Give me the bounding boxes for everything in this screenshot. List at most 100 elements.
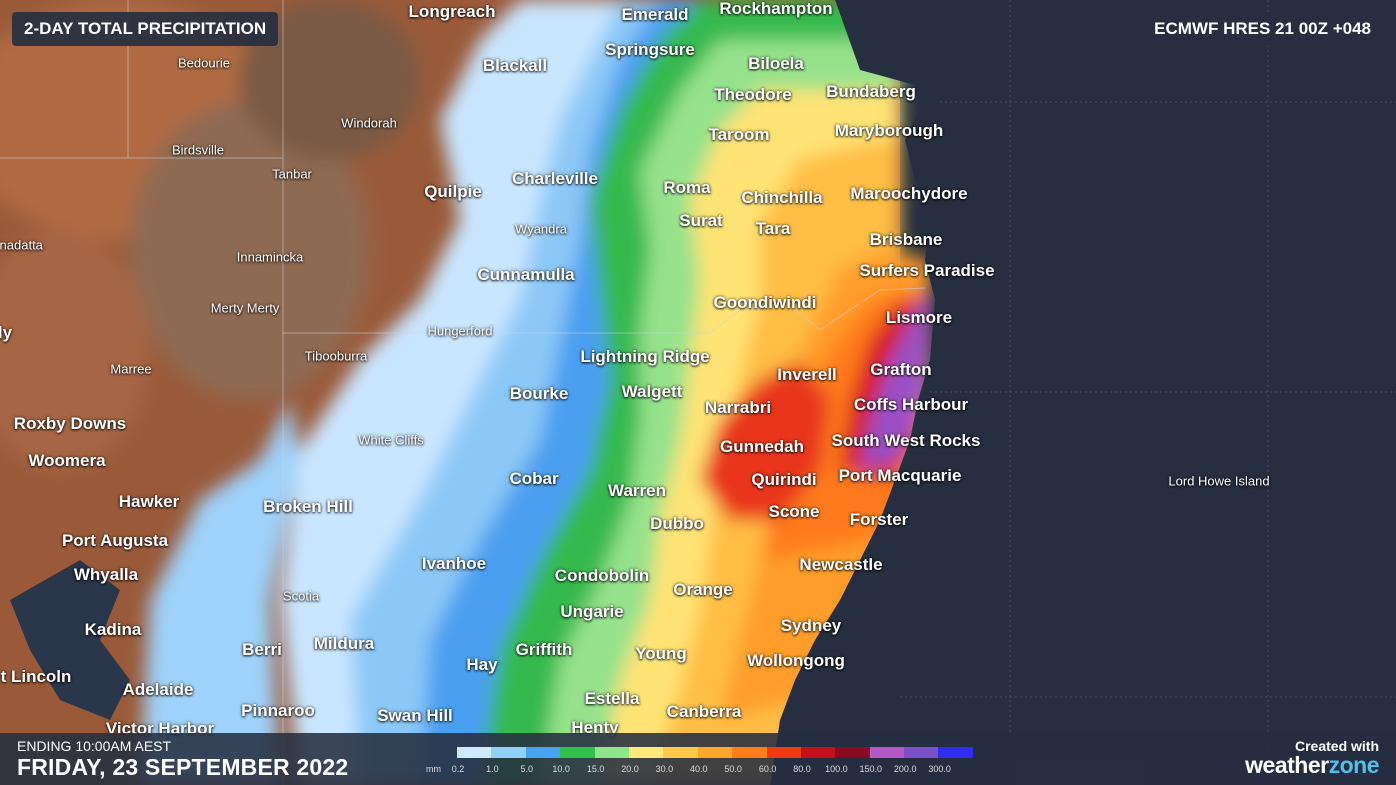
place-label-wollongong: Wollongong	[747, 651, 845, 670]
legend-tick-1: 1.0	[486, 764, 499, 774]
place-label-coffsharbour: Coffs Harbour	[853, 395, 969, 414]
legend-swatch-5	[628, 747, 664, 758]
place-label-henty: Henty	[571, 718, 619, 737]
weatherzone-logo: weatherzone	[1245, 752, 1379, 778]
place-label-southwestrocks: South West Rocks	[831, 431, 981, 450]
place-label-whitecliffs: White Cliffs	[358, 432, 424, 448]
map-title: 2-DAY TOTAL PRECIPITATION	[12, 12, 279, 46]
place-label-blackall: Blackall	[482, 56, 548, 75]
place-label-tara: Tara	[755, 219, 791, 238]
place-label-wyandra: Wyandra	[515, 221, 567, 237]
ending-label: ENDING 10:00AM AEST	[17, 738, 172, 754]
place-label-charleville: Charleville	[512, 169, 598, 188]
place-label-maryborough: Maryborough	[834, 121, 944, 140]
place-label-rockhampton: Rockhampton	[719, 0, 833, 18]
legend-swatch-3	[560, 747, 595, 758]
legend-tick-0: 0.2	[451, 764, 465, 774]
legend-tick-11: 100.0	[825, 764, 848, 774]
place-label-griffith: Griffith	[515, 640, 573, 659]
place-label-forster: Forster	[849, 510, 909, 529]
model-run-label: ECMWF HRES 21 00Z +048	[1142, 12, 1383, 46]
legend-tick-13: 200.0	[893, 764, 917, 774]
place-label-mertymerty: Merty Merty	[210, 300, 280, 316]
place-label-longreach: Longreach	[408, 2, 496, 21]
place-label-odnadatta: odnadatta	[0, 237, 43, 253]
legend-tick-5: 20.0	[621, 764, 639, 774]
legend-tick-3: 10.0	[552, 764, 570, 774]
place-label-theodore: Theodore	[714, 85, 792, 104]
place-label-taroom: Taroom	[708, 125, 770, 144]
place-label-windorah: Windorah	[341, 115, 397, 131]
place-label-young: Young	[635, 644, 687, 663]
place-label-lismore: Lismore	[885, 308, 953, 327]
place-label-gunnedah: Gunnedah	[719, 437, 805, 456]
legend-tick-9: 60.0	[758, 764, 777, 774]
legend-tick-4: 15.0	[586, 764, 605, 774]
legend-swatch-0	[457, 747, 492, 758]
place-label-scone: Scone	[768, 502, 820, 521]
legend-tick-7: 40.0	[690, 764, 708, 774]
place-label-scotia: Scotia	[282, 588, 320, 604]
graticule	[900, 0, 1396, 785]
place-label-marree: Marree	[110, 361, 152, 377]
legend-unit: mm	[426, 764, 441, 774]
place-label-cunnamulla: Cunnamulla	[477, 265, 575, 284]
place-label-tanbar: Tanbar	[272, 166, 312, 182]
legend-swatch-6	[663, 747, 698, 758]
place-label-tibooburra: Tibooburra	[304, 348, 368, 364]
place-label-ly: ly	[0, 323, 13, 342]
place-label-narrabri: Narrabri	[704, 398, 772, 417]
place-label-birdsville: Birdsville	[171, 142, 225, 158]
legend-swatch-4	[594, 747, 629, 758]
place-label-roxbydowns: Roxby Downs	[13, 414, 127, 433]
place-label-kadina: Kadina	[84, 620, 142, 639]
legend-swatch-11	[835, 747, 870, 758]
place-label-portmacquarie: Port Macquarie	[838, 466, 962, 485]
place-label-hay: Hay	[466, 655, 498, 674]
place-label-quilpie: Quilpie	[424, 182, 482, 201]
place-label-goondiwindi: Goondiwindi	[713, 293, 817, 312]
place-label-estella: Estella	[584, 689, 640, 708]
place-label-ivanhoe: Ivanhoe	[421, 554, 487, 573]
place-label-bourke: Bourke	[509, 384, 569, 403]
place-label-whyalla: Whyalla	[73, 565, 139, 584]
place-label-portlincoln: t Lincoln	[0, 667, 72, 686]
place-label-grafton: Grafton	[870, 360, 932, 379]
place-label-walgett: Walgett	[621, 382, 683, 401]
place-label-pinnaroo: Pinnaroo	[241, 701, 315, 720]
legend-swatch-2	[525, 747, 561, 758]
place-label-swanhill: Swan Hill	[377, 706, 453, 725]
place-label-cobar: Cobar	[509, 469, 559, 488]
created-with-label: Created with	[1294, 738, 1379, 754]
place-label-sydney: Sydney	[780, 616, 842, 635]
place-label-portaugusta: Port Augusta	[61, 531, 169, 550]
legend-swatch-13	[904, 747, 939, 758]
valid-date: FRIDAY, 23 SEPTEMBER 2022	[17, 754, 349, 780]
place-label-canberra: Canberra	[666, 702, 742, 721]
place-label-dubbo: Dubbo	[650, 514, 704, 533]
place-label-orange: Orange	[673, 580, 733, 599]
place-label-mildura: Mildura	[313, 634, 375, 653]
place-label-springsure: Springsure	[605, 40, 695, 59]
place-label-adelaide: Adelaide	[122, 680, 194, 699]
legend-swatches	[457, 747, 973, 758]
place-label-chinchilla: Chinchilla	[741, 188, 823, 207]
place-label-ungarie: Ungarie	[560, 602, 624, 621]
legend-swatch-1	[491, 747, 526, 758]
legend-tick-12: 150.0	[859, 764, 883, 774]
legend-swatch-10	[800, 747, 836, 758]
place-label-bedourie: Bedourie	[177, 55, 231, 71]
legend-tick-2: 5.0	[520, 764, 534, 774]
legend-swatch-12	[869, 747, 905, 758]
legend-tick-6: 30.0	[655, 764, 674, 774]
footer-bar: ENDING 10:00AM AEST FRIDAY, 23 SEPTEMBER…	[0, 733, 1396, 785]
place-label-condobolin: Condobolin	[554, 566, 650, 585]
place-label-berri: Berri	[242, 640, 282, 659]
place-label-biloela: Biloela	[748, 54, 804, 73]
place-label-emerald: Emerald	[621, 5, 689, 24]
place-label-newcastle: Newcastle	[799, 555, 883, 574]
legend-swatch-14	[938, 747, 973, 758]
place-label-brokenhill: Broken Hill	[263, 497, 353, 516]
